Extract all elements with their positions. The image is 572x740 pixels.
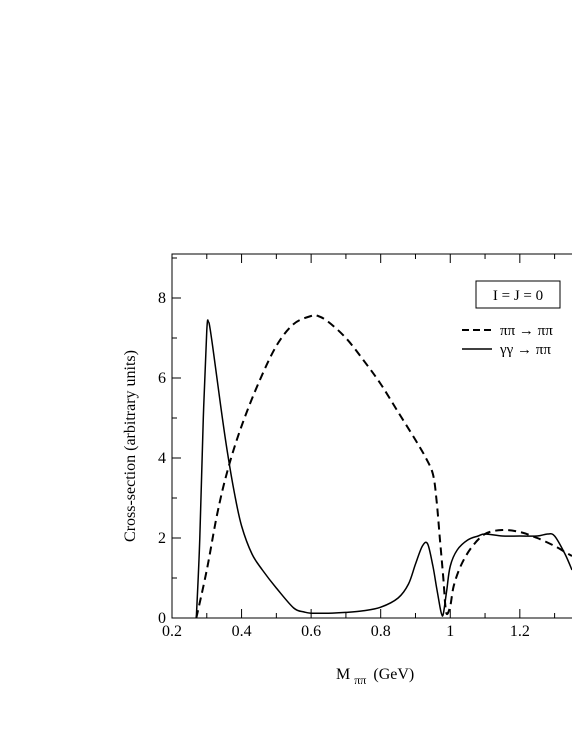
x-tick-label: 0.4	[232, 623, 252, 640]
legend-title: I = J = 0	[493, 288, 543, 304]
axis-tick-labels: 0.2 0.4 0.6 0.8 1 1.2 0 2 4 6 8	[158, 290, 530, 640]
y-tick-label: 2	[158, 530, 166, 547]
y-tick-label: 6	[158, 370, 166, 387]
legend-label-gammagamma: γγ → ππ	[499, 342, 551, 358]
x-tick-label: 0.6	[301, 623, 321, 640]
legend-title-box	[475, 280, 561, 309]
x-axis-label: M ππ (GeV)	[336, 666, 414, 688]
y-tick-label: 0	[158, 610, 166, 627]
y-tick-label: 8	[158, 290, 166, 307]
legend: I = J = 0 ππ → ππ γγ → ππ	[462, 280, 561, 358]
x-axis-label-main: M	[336, 666, 350, 683]
x-tick-label: 0.8	[371, 623, 391, 640]
series-group	[195, 314, 572, 618]
y-axis-label: Cross-section (arbitrary units)	[122, 350, 139, 542]
x-tick-label: 0.2	[162, 623, 182, 640]
series-line-gammagamma-solid	[195, 319, 572, 618]
legend-label-pipi: ππ → ππ	[500, 323, 553, 339]
x-axis-label-subscript: ππ	[354, 673, 366, 687]
x-axis-label-unit: (GeV)	[373, 666, 414, 683]
x-tick-label: 1.2	[510, 623, 530, 640]
y-tick-label: 4	[158, 450, 166, 467]
x-tick-label: 1	[446, 623, 454, 640]
plot-frame	[171, 253, 572, 619]
axis-ticks	[171, 254, 556, 619]
series-line-pipi-dashed	[195, 314, 572, 618]
